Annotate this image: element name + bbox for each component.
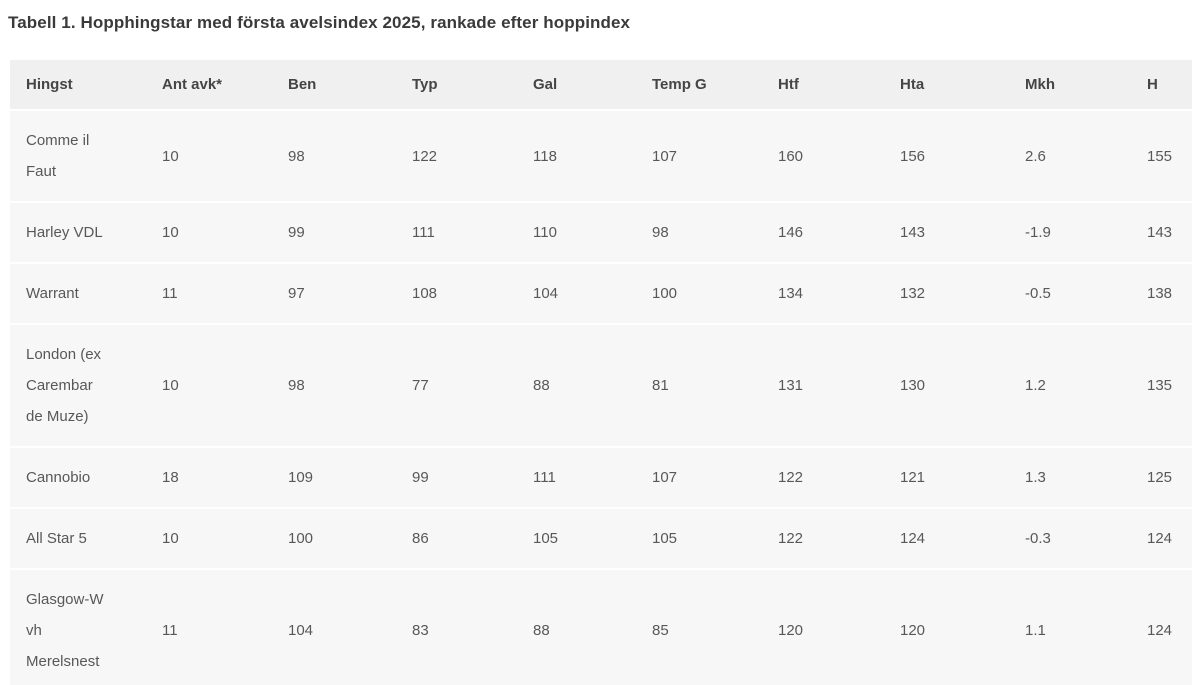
cell-hingst-name: Glasgow-W vh Merelsnest [10, 569, 146, 685]
cell-value: 156 [884, 110, 1009, 203]
cell-value: 10 [146, 202, 272, 264]
cell-value: 124 [1131, 508, 1192, 570]
cell-value: 85 [636, 569, 762, 685]
cell-value: 122 [396, 110, 517, 203]
cell-value: 111 [396, 202, 517, 264]
cell-value: 18 [146, 447, 272, 509]
cell-value: 105 [636, 508, 762, 570]
cell-hingst-name: London (ex Carembar de Muze) [10, 324, 146, 448]
table-row: Harley VDL 10 99 111 110 98 146 143 -1.9 143 [10, 202, 1192, 264]
column-header: Hingst [10, 60, 146, 111]
column-header: Htf [762, 60, 884, 111]
cell-value: 81 [636, 324, 762, 448]
cell-value: 118 [517, 110, 636, 203]
cell-value: 122 [762, 508, 884, 570]
cell-value: 10 [146, 324, 272, 448]
table-row: London (ex Carembar de Muze) 10 98 77 88 81 13… [10, 324, 1192, 448]
cell-value: 88 [517, 324, 636, 448]
cell-value: 155 [1131, 110, 1192, 203]
table-row: Warrant 11 97 108 104 100 134 132 -0.5 138 [10, 263, 1192, 325]
cell-value: 104 [517, 263, 636, 325]
cell-value: 143 [1131, 202, 1192, 264]
cell-hingst-name: Warrant [10, 263, 146, 325]
column-header: Temp G [636, 60, 762, 111]
cell-value: 98 [636, 202, 762, 264]
table-row: Glasgow-W vh Merelsnest 11 104 83 88 85 120 120… [10, 569, 1192, 685]
cell-value: 105 [517, 508, 636, 570]
cell-value: 2.6 [1009, 110, 1131, 203]
cell-value: 134 [762, 263, 884, 325]
cell-value: 122 [762, 447, 884, 509]
cell-value: 124 [1131, 569, 1192, 685]
cell-value: -0.5 [1009, 263, 1131, 325]
cell-value: 110 [517, 202, 636, 264]
table-body: Comme il Faut 10 98 122 118 107 160 156 2.6 155 Ha… [10, 110, 1192, 685]
cell-value: -0.3 [1009, 508, 1131, 570]
column-header: Hta [884, 60, 1009, 111]
column-header: H [1131, 60, 1192, 111]
cell-value: 131 [762, 324, 884, 448]
cell-hingst-name: Comme il Faut [10, 110, 146, 203]
column-header: Ant avk* [146, 60, 272, 111]
cell-value: 132 [884, 263, 1009, 325]
cell-value: 108 [396, 263, 517, 325]
cell-value: 121 [884, 447, 1009, 509]
cell-value: 11 [146, 569, 272, 685]
cell-value: 107 [636, 110, 762, 203]
cell-value: 146 [762, 202, 884, 264]
cell-value: 99 [272, 202, 396, 264]
column-header: Ben [272, 60, 396, 111]
column-header: Gal [517, 60, 636, 111]
cell-value: 83 [396, 569, 517, 685]
cell-value: 143 [884, 202, 1009, 264]
cell-value: 98 [272, 324, 396, 448]
cell-value: 86 [396, 508, 517, 570]
column-header: Mkh [1009, 60, 1131, 111]
table-row: All Star 5 10 100 86 105 105 122 124 -0.3 124 [10, 508, 1192, 570]
cell-hingst-name: All Star 5 [10, 508, 146, 570]
column-header: Typ [396, 60, 517, 111]
stallion-index-table: Hingst Ant avk* Ben Typ Gal Temp G Htf Hta Mkh H … [10, 60, 1192, 685]
table-row: Comme il Faut 10 98 122 118 107 160 156 2.6 155 [10, 110, 1192, 203]
cell-value: -1.9 [1009, 202, 1131, 264]
cell-value: 98 [272, 110, 396, 203]
cell-value: 107 [636, 447, 762, 509]
cell-value: 130 [884, 324, 1009, 448]
cell-value: 1.2 [1009, 324, 1131, 448]
cell-value: 120 [884, 569, 1009, 685]
cell-value: 100 [272, 508, 396, 570]
page-title: Tabell 1. Hopphingstar med första avelsi… [8, 13, 631, 32]
cell-value: 10 [146, 508, 272, 570]
table-header-row: Hingst Ant avk* Ben Typ Gal Temp G Htf Hta Mkh H [10, 60, 1192, 111]
cell-value: 10 [146, 110, 272, 203]
cell-value: 120 [762, 569, 884, 685]
cell-value: 77 [396, 324, 517, 448]
cell-value: 11 [146, 263, 272, 325]
cell-value: 1.3 [1009, 447, 1131, 509]
cell-value: 111 [517, 447, 636, 509]
cell-value: 100 [636, 263, 762, 325]
cell-hingst-name: Harley VDL [10, 202, 146, 264]
cell-value: 88 [517, 569, 636, 685]
cell-value: 124 [884, 508, 1009, 570]
cell-value: 160 [762, 110, 884, 203]
cell-value: 109 [272, 447, 396, 509]
cell-value: 138 [1131, 263, 1192, 325]
cell-value: 135 [1131, 324, 1192, 448]
cell-value: 125 [1131, 447, 1192, 509]
cell-value: 97 [272, 263, 396, 325]
cell-hingst-name: Cannobio [10, 447, 146, 509]
cell-value: 104 [272, 569, 396, 685]
cell-value: 1.1 [1009, 569, 1131, 685]
cell-value: 99 [396, 447, 517, 509]
table-row: Cannobio 18 109 99 111 107 122 121 1.3 125 [10, 447, 1192, 509]
